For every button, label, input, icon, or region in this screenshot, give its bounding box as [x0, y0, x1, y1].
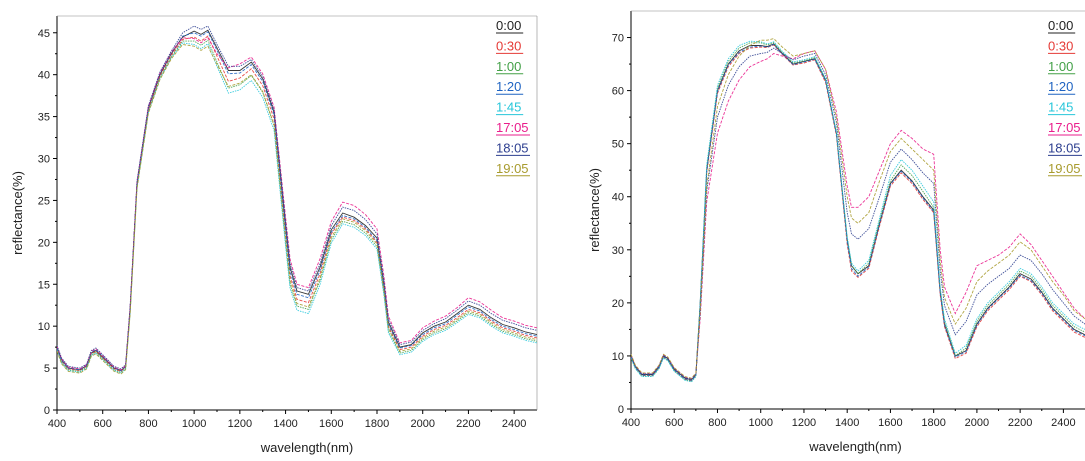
legend-label: 1:45 [496, 100, 521, 115]
y-tick-label: 10 [38, 321, 50, 333]
x-tick-label: 800 [708, 417, 726, 429]
legend-label: 0:30 [496, 38, 521, 53]
chart-right: 400 600 800 1000 1200 1400 1600 1800 2000 2200 240… [587, 10, 1085, 454]
legend-label: 19:05 [496, 161, 529, 176]
y-tick-label: 50 [612, 139, 624, 151]
y-axis-label: reflectance(%) [10, 171, 25, 255]
x-tick-label: 1600 [878, 417, 902, 429]
legend-label: 0:00 [1048, 18, 1073, 33]
x-tick-label: 1800 [921, 417, 945, 429]
legend-label: 1:20 [1048, 79, 1073, 94]
y-tick-label: 40 [612, 192, 624, 204]
y-tick-label: 10 [612, 351, 624, 363]
x-tick-label: 600 [94, 418, 112, 430]
y-tick-label: 35 [38, 112, 50, 124]
legend-label: 1:00 [1048, 59, 1073, 74]
legend-label: 17:05 [496, 120, 529, 135]
y-tick-label: 60 [612, 86, 624, 98]
x-tick-label: 1000 [182, 418, 206, 430]
x-tick-label: 1800 [365, 418, 389, 430]
legend-label: 1:20 [496, 79, 521, 94]
legend-label: 1:45 [1048, 100, 1073, 115]
y-tick-label: 20 [612, 298, 624, 310]
x-tick-label: 600 [665, 417, 683, 429]
series-line-19-05 [631, 38, 1085, 379]
series-line-18-05 [631, 47, 1085, 380]
x-tick-label: 1400 [835, 417, 859, 429]
x-tick-label: 1200 [792, 417, 816, 429]
legend-label: 18:05 [496, 140, 529, 155]
y-tick-label: 0 [618, 404, 624, 416]
x-tick-label: 1000 [748, 417, 772, 429]
legend-label: 1:00 [496, 59, 521, 74]
y-tick-label: 20 [38, 237, 50, 249]
legend-label: 17:05 [1048, 120, 1081, 135]
x-tick-label: 1400 [273, 418, 297, 430]
y-axis-label: reflectance(%) [587, 168, 602, 252]
legend-label: 0:00 [496, 18, 521, 33]
series-line-17-05 [57, 37, 537, 371]
plot-area [57, 25, 537, 375]
y-tick-label: 0 [44, 405, 50, 417]
x-axis-label: wavelength(nm) [260, 440, 354, 455]
x-tick-label: 2400 [1051, 417, 1075, 429]
x-tick-label: 2200 [456, 418, 480, 430]
legend-label: 0:30 [1048, 38, 1073, 53]
x-axis-label: wavelength(nm) [808, 439, 902, 454]
chart-left: 400 600 800 1000 1200 1400 1600 1800 2000 2200 240… [10, 15, 538, 455]
x-tick-label: 2200 [1008, 417, 1032, 429]
x-tick-label: 1600 [319, 418, 343, 430]
x-tick-label: 2000 [965, 417, 989, 429]
series-line-1-45 [631, 40, 1085, 383]
x-tick-label: 2000 [410, 418, 434, 430]
series-line-19-05 [57, 44, 537, 375]
series-line-18-05 [57, 25, 537, 370]
series-line-1-45 [57, 42, 537, 374]
y-tick-label: 25 [38, 195, 50, 207]
y-tick-label: 70 [612, 33, 624, 45]
y-tick-label: 5 [44, 363, 50, 375]
y-tick-label: 15 [38, 279, 50, 291]
y-tick-label: 30 [38, 154, 50, 166]
y-tick-label: 45 [38, 28, 50, 40]
x-tick-label: 400 [48, 418, 66, 430]
x-tick-label: 1200 [228, 418, 252, 430]
series-line-1-20 [57, 31, 537, 372]
x-tick-label: 800 [139, 418, 157, 430]
y-tick-label: 40 [38, 70, 50, 82]
series-line-1-00 [57, 39, 537, 373]
x-tick-label: 2400 [502, 418, 526, 430]
y-tick-label: 30 [612, 245, 624, 257]
legend-label: 19:05 [1048, 161, 1081, 176]
series-line-1-20 [631, 43, 1085, 381]
x-tick-label: 400 [622, 417, 640, 429]
series-line-17-05 [631, 50, 1085, 380]
legend-label: 18:05 [1048, 140, 1081, 155]
plot-area [631, 38, 1085, 383]
